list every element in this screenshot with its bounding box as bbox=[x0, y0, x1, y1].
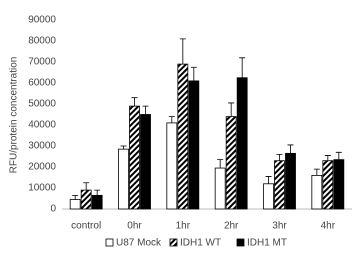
bar bbox=[80, 189, 92, 210]
bar bbox=[225, 116, 237, 210]
y-tick-label: 80000 bbox=[28, 36, 56, 47]
y-tick-label: 20000 bbox=[28, 162, 56, 173]
legend-label: IDH1 MT bbox=[247, 238, 287, 249]
error-bar bbox=[239, 57, 246, 78]
y-tick-label: 90000 bbox=[28, 15, 56, 26]
bar bbox=[322, 160, 334, 210]
legend-label: IDH1 WT bbox=[180, 238, 221, 249]
y-tick-label: 50000 bbox=[28, 99, 56, 110]
bar bbox=[263, 183, 274, 210]
y-tick-label: 0 bbox=[50, 204, 56, 215]
error-bar bbox=[131, 97, 138, 107]
error-bar bbox=[72, 194, 79, 200]
bar bbox=[188, 80, 200, 210]
bar bbox=[91, 194, 103, 210]
y-tick-label: 30000 bbox=[28, 141, 56, 152]
x-tick-label: 3hr bbox=[272, 221, 287, 232]
error-bar bbox=[335, 151, 342, 160]
error-bar bbox=[120, 145, 127, 150]
bar bbox=[129, 105, 140, 210]
legend-swatch bbox=[236, 238, 245, 247]
bar bbox=[274, 160, 285, 210]
x-tick-label: 1hr bbox=[176, 221, 191, 232]
x-tick-label: control bbox=[71, 221, 101, 232]
bar bbox=[214, 167, 226, 210]
error-bar bbox=[265, 176, 272, 184]
x-tick-label: 4hr bbox=[321, 221, 336, 232]
bar bbox=[166, 122, 178, 210]
bar bbox=[236, 77, 248, 210]
y-axis-label: RFU/protein concentration bbox=[9, 57, 20, 174]
error-bar bbox=[179, 38, 186, 65]
y-tick-label: 40000 bbox=[28, 120, 56, 131]
bar bbox=[69, 199, 81, 210]
bar bbox=[311, 174, 323, 210]
error-bar bbox=[83, 182, 90, 191]
y-tick-label: 70000 bbox=[28, 57, 56, 68]
error-bar bbox=[142, 105, 149, 115]
y-tick-label: 60000 bbox=[28, 78, 56, 89]
legend-swatch bbox=[105, 238, 114, 247]
error-bar bbox=[324, 155, 331, 161]
bar bbox=[333, 159, 345, 210]
error-bar bbox=[217, 159, 224, 169]
y-tick-label: 10000 bbox=[28, 183, 56, 194]
bar bbox=[285, 152, 296, 210]
error-bar bbox=[168, 116, 175, 123]
error-bar bbox=[94, 189, 101, 196]
error-bar bbox=[190, 66, 197, 81]
x-tick-label: 0hr bbox=[127, 221, 142, 232]
legend-label: U87 Mock bbox=[116, 238, 162, 249]
x-tick-label: 2hr bbox=[224, 221, 239, 232]
error-bar bbox=[287, 144, 294, 154]
legend-swatch bbox=[169, 238, 178, 247]
error-bar bbox=[276, 154, 283, 161]
bar bbox=[118, 148, 129, 210]
error-bar bbox=[228, 102, 235, 117]
bar bbox=[140, 114, 151, 210]
error-bar bbox=[313, 168, 320, 176]
bar bbox=[177, 63, 189, 210]
